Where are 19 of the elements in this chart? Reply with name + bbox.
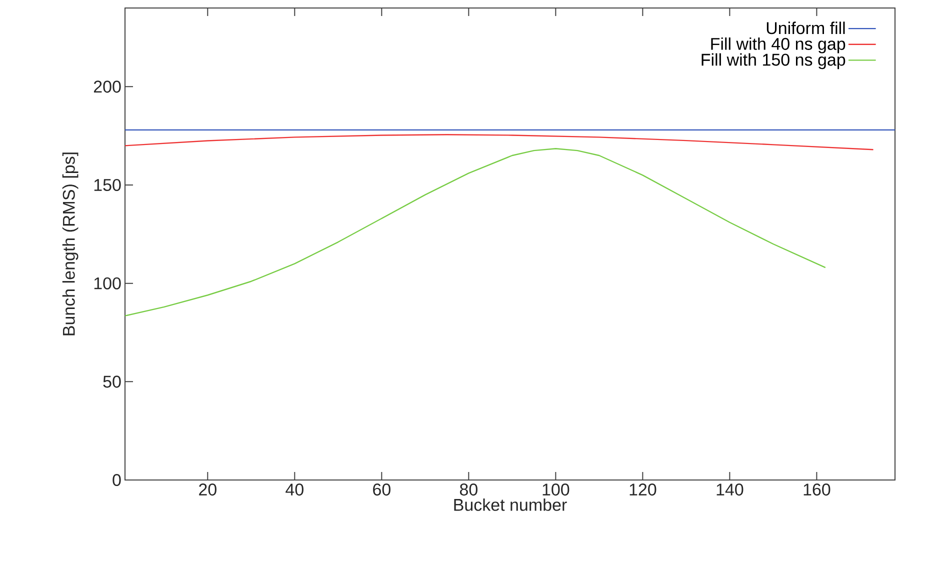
x-axis-title: Bucket number <box>454 498 567 511</box>
legend-label: Fill with 150 ns gap <box>702 53 846 70</box>
x-tick-label: 140 <box>716 484 744 496</box>
legend-label: Fill with 40 ns gap <box>711 37 846 54</box>
y-tick-label: 50 <box>103 376 121 388</box>
line-series <box>125 134 874 150</box>
legend-label: Uniform fill <box>766 22 845 34</box>
x-tick-label: 20 <box>199 484 216 496</box>
y-tick-label: 100 <box>94 277 121 290</box>
y-tick-label: 150 <box>94 178 121 192</box>
x-tick-label: 120 <box>630 484 656 496</box>
x-tick-label: 100 <box>542 484 570 496</box>
y-axis-title: Bunch length (RMS) [ps] <box>62 152 78 336</box>
y-tick-label: 200 <box>94 80 121 93</box>
x-tick-label: 40 <box>286 484 304 496</box>
x-tick-label: 80 <box>460 484 478 496</box>
x-tick-label: 60 <box>373 484 390 496</box>
y-tick-label: 0 <box>112 474 121 486</box>
x-tick-label: 160 <box>804 484 830 496</box>
